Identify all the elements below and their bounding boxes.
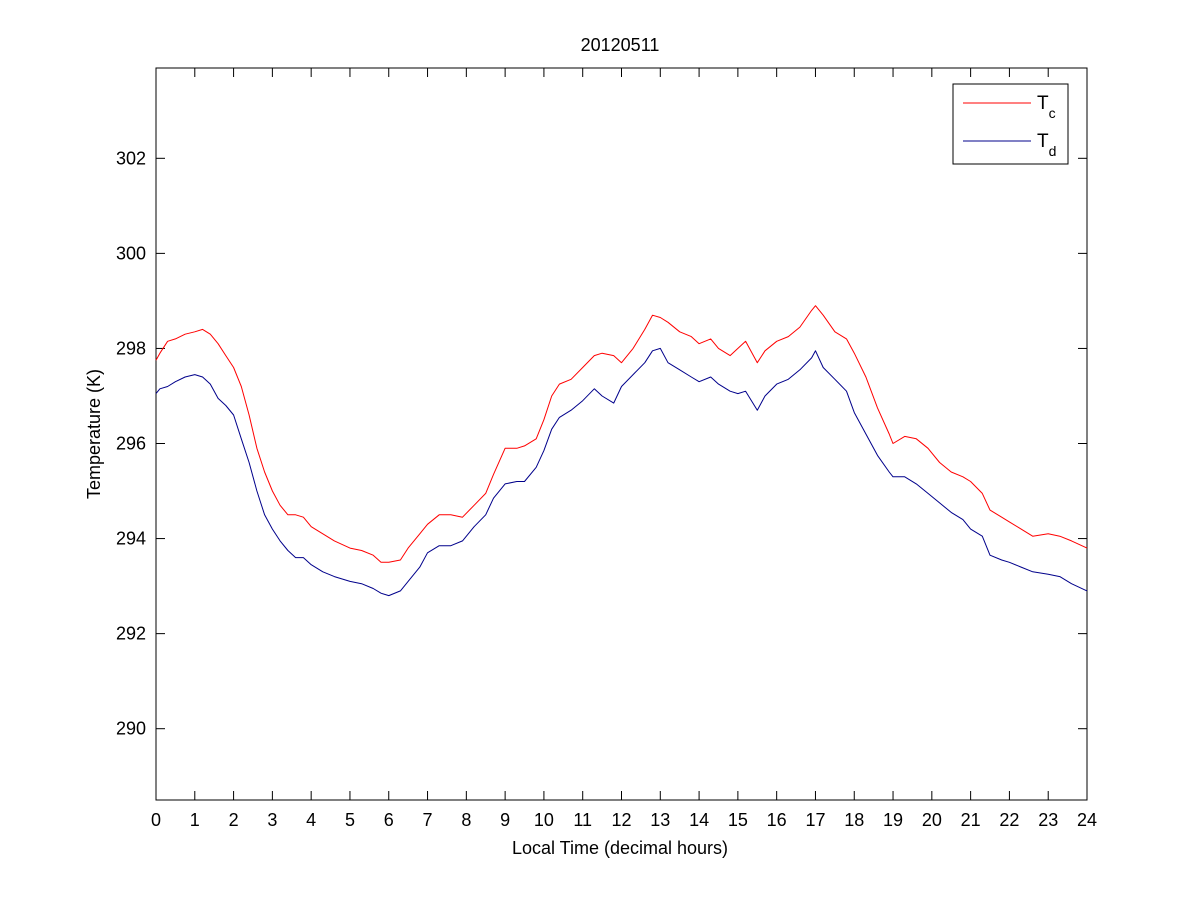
series-group (155, 305, 1088, 597)
x-tick-label: 4 (306, 810, 316, 830)
y-tick-label: 302 (116, 148, 146, 168)
series-line-t-d (155, 347, 1088, 597)
y-axis: 290 292 294 296 298 300 302 (116, 148, 1087, 739)
x-tick-label: 9 (500, 810, 510, 830)
x-tick-label: 6 (384, 810, 394, 830)
y-tick-label: 294 (116, 529, 146, 549)
y-tick-label: 296 (116, 434, 146, 454)
x-tick-label: 10 (534, 810, 554, 830)
x-tick-label: 0 (151, 810, 161, 830)
legend: Tc Td (952, 83, 1069, 165)
y-tick-label: 298 (116, 338, 146, 358)
chart-title: 20120511 (581, 35, 660, 55)
x-tick-label: 5 (345, 810, 355, 830)
x-axis-label: Local Time (decimal hours) (512, 838, 728, 858)
x-tick-label: 20 (922, 810, 942, 830)
y-tick-label: 290 (116, 719, 146, 739)
x-tick-label: 2 (229, 810, 239, 830)
x-tick-label: 19 (883, 810, 903, 830)
x-tick-label: 12 (611, 810, 631, 830)
x-tick-label: 21 (961, 810, 981, 830)
x-tick-label: 17 (805, 810, 825, 830)
x-tick-label: 7 (423, 810, 433, 830)
x-tick-label: 14 (689, 810, 709, 830)
x-tick-label: 8 (461, 810, 471, 830)
x-tick-label: 22 (999, 810, 1019, 830)
x-tick-label: 13 (650, 810, 670, 830)
x-tick-label: 23 (1038, 810, 1058, 830)
x-tick-label: 18 (844, 810, 864, 830)
x-tick-label: 11 (573, 810, 592, 830)
x-tick-label: 1 (190, 810, 200, 830)
x-axis: 0 1 2 3 4 5 6 7 8 9 10 11 12 13 14 15 16 17 18 19 20 21 22 23 24 (151, 68, 1097, 830)
x-tick-label: 16 (767, 810, 787, 830)
x-tick-label: 3 (267, 810, 277, 830)
y-tick-label: 292 (116, 624, 146, 644)
series-line-t-c (155, 305, 1088, 563)
y-tick-label: 300 (116, 243, 146, 263)
legend-label-d: Td (1037, 131, 1056, 159)
x-tick-label: 24 (1077, 810, 1097, 830)
x-tick-label: 15 (728, 810, 748, 830)
y-axis-label: Temperature (K) (84, 369, 104, 499)
plot-area: 0 1 2 3 4 5 6 7 8 9 10 11 12 13 14 15 16 17 18 19 20 21 22 23 24… (116, 67, 1097, 830)
plot-frame (155, 67, 1088, 801)
legend-label-c: Tc (1037, 93, 1056, 121)
legend-box (952, 83, 1069, 165)
